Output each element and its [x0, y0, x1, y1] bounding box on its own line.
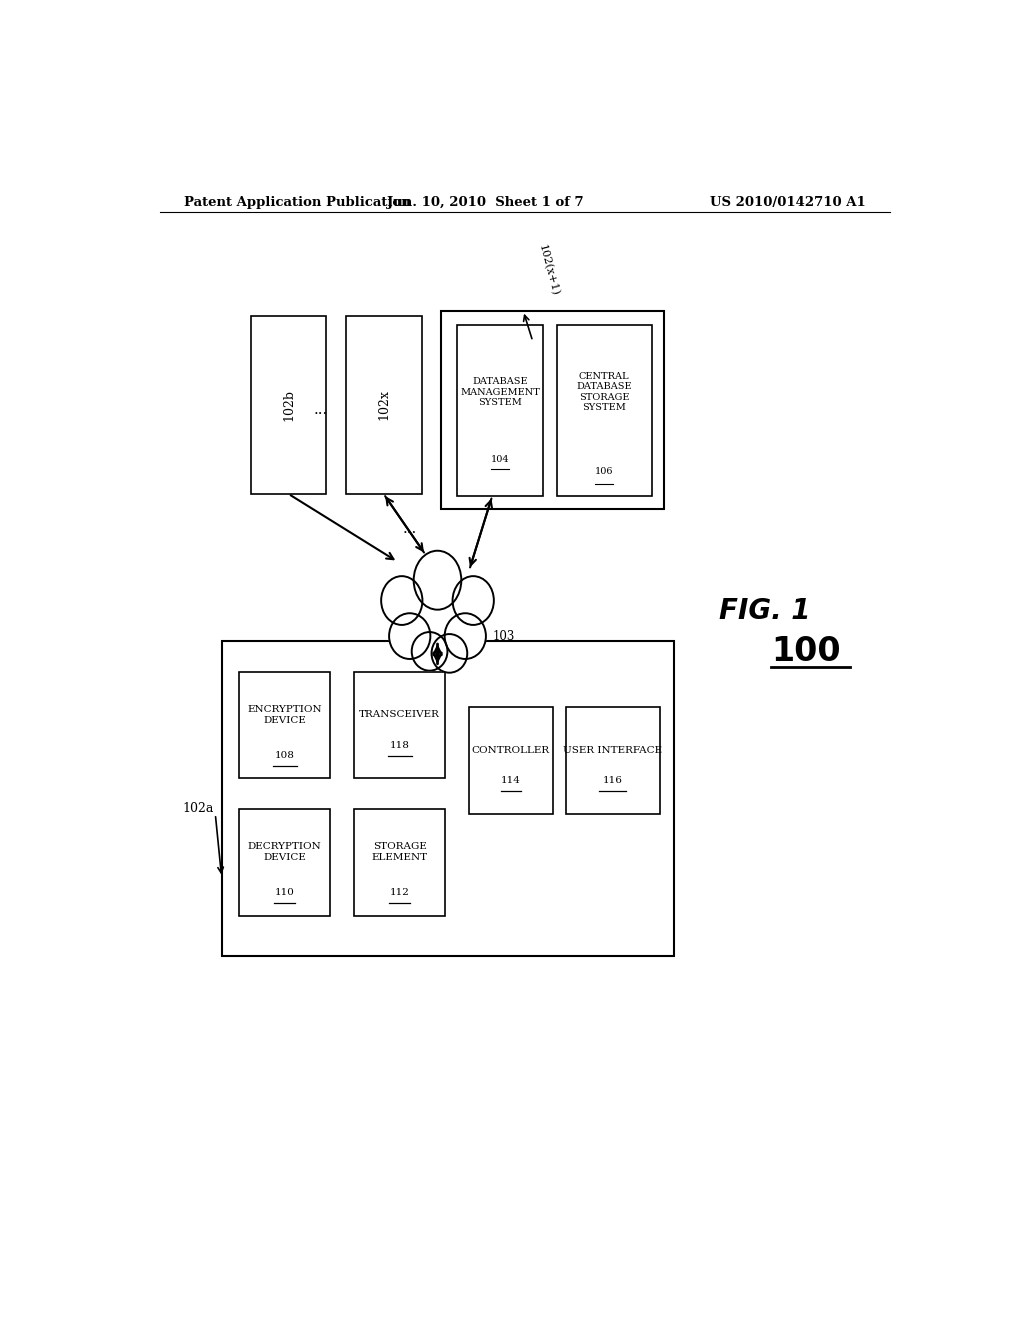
Text: 112: 112	[390, 888, 410, 898]
Bar	[346, 315, 422, 494]
Ellipse shape	[389, 614, 430, 659]
Bar	[221, 642, 674, 956]
Text: TRANSCEIVER: TRANSCEIVER	[359, 710, 440, 719]
Text: Patent Application Publication: Patent Application Publication	[183, 195, 411, 209]
Text: DATABASE
MANAGEMENT
SYSTEM: DATABASE MANAGEMENT SYSTEM	[460, 378, 540, 407]
Text: STORAGE
ELEMENT: STORAGE ELEMENT	[372, 842, 428, 862]
Text: ...: ...	[402, 523, 417, 536]
Bar	[458, 325, 543, 496]
Text: 114: 114	[501, 776, 521, 785]
Text: 102a: 102a	[182, 803, 214, 816]
Text: ENCRYPTION
DEVICE: ENCRYPTION DEVICE	[248, 705, 323, 725]
Text: 104: 104	[490, 455, 510, 463]
Ellipse shape	[381, 576, 423, 624]
Text: Jun. 10, 2010  Sheet 1 of 7: Jun. 10, 2010 Sheet 1 of 7	[387, 195, 584, 209]
Text: FIG. 1: FIG. 1	[719, 597, 811, 624]
Text: 118: 118	[390, 741, 410, 750]
Text: DECRYPTION
DEVICE: DECRYPTION DEVICE	[248, 842, 322, 862]
Bar	[566, 708, 659, 814]
Text: 100: 100	[771, 635, 841, 668]
Bar	[354, 809, 445, 916]
Bar	[251, 315, 327, 494]
Text: CENTRAL
DATABASE
STORAGE
SYSTEM: CENTRAL DATABASE STORAGE SYSTEM	[577, 372, 632, 412]
Bar	[240, 809, 331, 916]
Bar	[441, 310, 664, 510]
Ellipse shape	[444, 614, 486, 659]
Text: 102x: 102x	[378, 389, 390, 420]
Text: USER INTERFACE: USER INTERFACE	[563, 746, 663, 755]
Bar	[240, 672, 331, 779]
Ellipse shape	[453, 576, 494, 624]
Bar	[557, 325, 652, 496]
Text: CONTROLLER: CONTROLLER	[472, 746, 550, 755]
Ellipse shape	[431, 634, 467, 673]
Bar	[354, 672, 445, 779]
Text: US 2010/0142710 A1: US 2010/0142710 A1	[711, 195, 866, 209]
Bar	[469, 708, 553, 814]
Text: 103: 103	[494, 630, 515, 643]
Text: 102b: 102b	[283, 389, 295, 421]
Text: 106: 106	[595, 467, 613, 477]
Text: 116: 116	[603, 776, 623, 785]
Ellipse shape	[412, 632, 447, 671]
Text: 108: 108	[274, 751, 295, 760]
Text: 102(x+1): 102(x+1)	[537, 243, 560, 297]
Ellipse shape	[414, 550, 461, 610]
Text: ...: ...	[313, 404, 328, 417]
Text: 110: 110	[274, 888, 295, 898]
